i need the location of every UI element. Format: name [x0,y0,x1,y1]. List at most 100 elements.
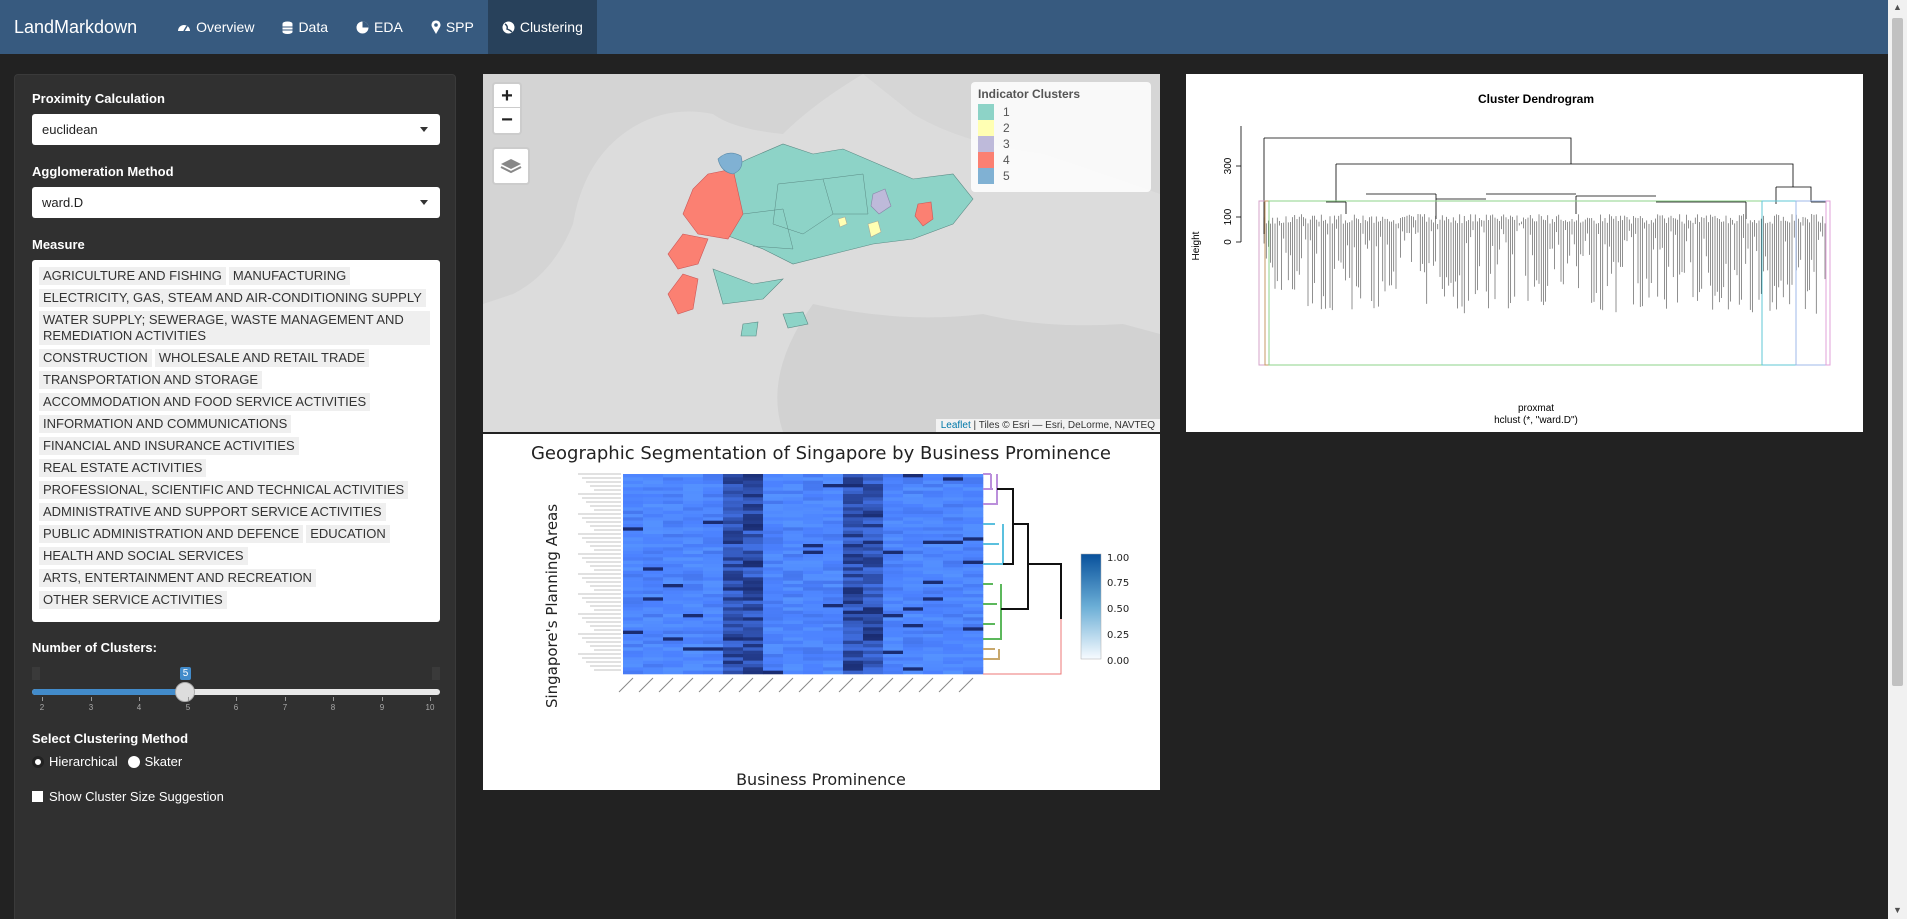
heatmap-cell [703,567,724,571]
measure-chip[interactable]: PROFESSIONAL, SCIENTIFIC AND TECHNICAL A… [39,481,409,499]
heatmap-cell [663,507,684,511]
nav-eda[interactable]: EDA [342,0,417,54]
measure-chip[interactable]: WHOLESALE AND RETAIL TRADE [154,349,370,367]
heatmap-cell [703,534,724,538]
agglomeration-select[interactable]: ward.D [32,187,440,218]
heatmap-cell [623,514,644,518]
heatmap-cell [763,640,784,645]
measure-chip[interactable]: INFORMATION AND COMMUNICATIONS [39,415,292,433]
measure-chip[interactable]: TRANSPORTATION AND STORAGE [39,371,263,389]
nav-spp[interactable]: SPP [417,0,488,54]
leaflet-link[interactable]: Leaflet [940,420,971,431]
measure-chip[interactable]: FINANCIAL AND INSURANCE ACTIVITIES [39,437,299,455]
dendrogram-figure[interactable]: Cluster Dendrogram 300 100 0 Height prox… [1186,74,1863,432]
slider-handle[interactable] [175,682,195,702]
heatmap-cell [643,524,664,528]
radio-hierarchical-dot[interactable] [32,755,44,768]
nav-data[interactable]: Data [268,0,342,54]
slider-tick [91,697,92,701]
chevron-down-icon [420,127,428,132]
measure-chip[interactable]: ELECTRICITY, GAS, STEAM AND AIR-CONDITIO… [39,289,426,307]
dendrogram-xlabel: proxmat [1518,403,1554,414]
nav-overview[interactable]: Overview [163,0,268,54]
slider-track[interactable] [32,689,440,695]
heatmap-cell [683,527,704,531]
measure-multiselect[interactable]: AGRICULTURE AND FISHING MANUFACTURING ELEC… [32,260,440,622]
heatmap-cell [923,577,944,581]
measure-chip[interactable]: CONSTRUCTION [39,349,152,367]
measure-chip[interactable]: PUBLIC ADMINISTRATION AND DEFENCE [39,525,304,543]
heatmap-cell [643,590,664,595]
heatmap-cell [643,657,664,661]
heatmap-cell [763,664,784,668]
heatmap-cell [803,637,824,641]
heatmap-cell [843,514,864,518]
measure-chip[interactable]: ADMINISTRATIVE AND SUPPORT SERVICE ACTIV… [39,503,386,521]
heatmap-cell [783,620,804,625]
heatmap-cell [903,537,924,541]
heatmap-cell [683,620,704,625]
nav-clustering[interactable]: Clustering [487,0,597,54]
heatmap-cell [923,644,944,648]
heatmap-cell [783,530,804,535]
heatmap-cell [663,614,684,618]
zoom-in-button[interactable]: + [494,84,520,108]
heatmap-col-label-mark [958,677,974,693]
heatmap-cell [863,560,884,565]
heatmap-figure[interactable]: Geographic Segmentation of Singapore by … [483,434,1160,790]
measure-chip[interactable]: OTHER SERVICE ACTIVITIES [39,591,227,609]
heatmap-cell [783,594,804,598]
heatmap-cell [863,620,884,625]
suggestion-checkbox-row[interactable]: Show Cluster Size Suggestion [32,789,438,804]
heatmap-cell [643,584,664,588]
radio-hierarchical[interactable]: Hierarchical [32,754,118,769]
measure-chip[interactable]: ACCOMMODATION AND FOOD SERVICE ACTIVITIE… [39,393,371,411]
scroll-up-arrow[interactable]: ▲ [1893,2,1902,12]
heatmap-cell [883,597,904,601]
heatmap-cell [903,474,924,478]
map-canvas[interactable] [483,74,1160,432]
zoom-out-button[interactable]: − [501,109,513,131]
colorbar-tick-1: 1.00 [1107,553,1129,564]
clusters-slider[interactable]: 5 2 3 4 5 6 7 8 9 10 [32,661,440,725]
radio-skater[interactable]: Skater [127,754,182,769]
heatmap-cell [683,567,704,571]
heatmap-cell [943,497,964,501]
heatmap-cell [703,500,724,505]
measure-chip[interactable]: WATER SUPPLY; SEWERAGE, WASTE MANAGEMENT… [39,311,430,345]
cluster-map[interactable]: + − Indicator Clusters 1 2 3 4 5 Leaflet | T… [483,74,1160,432]
heatmap-cell [663,550,684,555]
heatmap-cell [963,640,984,645]
measure-chip[interactable]: REAL ESTATE ACTIVITIES [39,459,207,477]
layers-control-button[interactable] [492,147,530,185]
measure-chip[interactable]: MANUFACTURING [228,267,351,285]
measure-chip[interactable]: AGRICULTURE AND FISHING [39,267,226,285]
heatmap-cell [943,594,964,598]
heatmap-cell [643,497,664,501]
radio-skater-dot[interactable] [127,755,140,768]
measure-chip[interactable]: EDUCATION [306,525,390,543]
suggestion-checkbox[interactable] [32,791,43,802]
heatmap-cell [823,487,844,491]
heatmap-cell [743,547,764,551]
scroll-down-arrow[interactable]: ▼ [1893,905,1902,915]
heatmap-cell [703,670,724,675]
measure-chip[interactable]: HEALTH AND SOCIAL SERVICES [39,547,248,565]
dendrogram-leaves [1263,214,1826,314]
heatmap-cell [923,547,944,551]
heatmap-cell [823,620,844,625]
heatmap-cell [663,517,684,521]
proximity-select[interactable]: euclidean [32,114,440,145]
heatmap-cell [863,660,884,665]
heatmap-cell [763,610,784,615]
heatmap-cell [683,490,704,495]
heatmap-cell [803,500,824,505]
heatmap-cell [863,480,884,485]
measure-chip[interactable]: ARTS, ENTERTAINMENT AND RECREATION [39,569,316,587]
heatmap-cell [843,610,864,615]
heatmap-cell [823,550,844,555]
page-scrollbar[interactable]: ▲ ▼ [1888,0,1907,919]
scrollbar-thumb[interactable] [1892,18,1903,686]
app-brand[interactable]: LandMarkdown [14,16,138,37]
heatmap-cell [903,517,924,521]
